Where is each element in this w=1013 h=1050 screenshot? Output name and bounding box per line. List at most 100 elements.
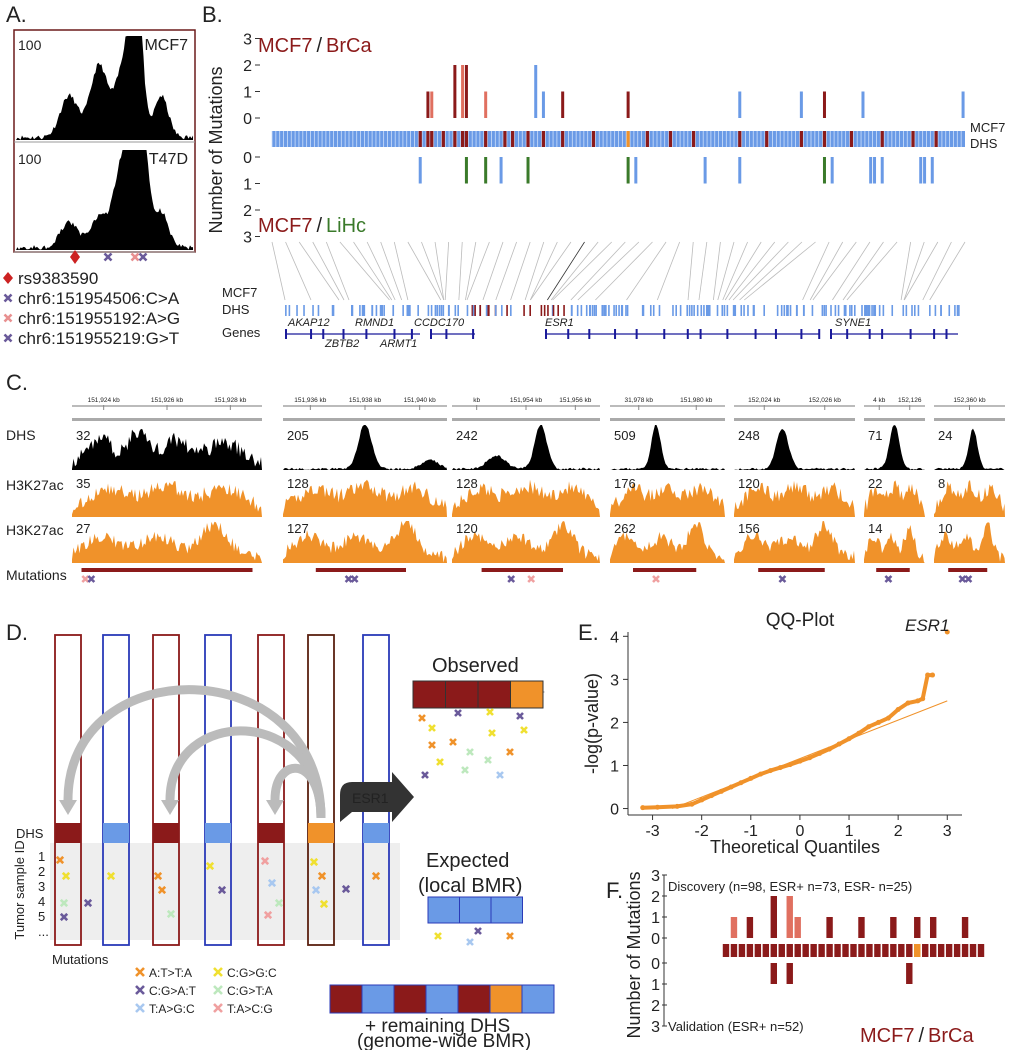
obs-box xyxy=(510,680,544,709)
exon xyxy=(868,329,871,339)
ruler-bar xyxy=(864,418,925,421)
track-name: MCF7 xyxy=(144,37,188,54)
dhs-tick xyxy=(601,305,604,316)
dhs-tick xyxy=(821,305,824,316)
gene-name: ARMT1 xyxy=(379,338,417,350)
dhs-mutated xyxy=(738,131,742,147)
zoom-line xyxy=(466,241,490,301)
scale-label: 22 xyxy=(868,476,882,491)
zoom-line xyxy=(832,241,871,301)
dhs-tick xyxy=(379,305,382,316)
exon xyxy=(663,329,666,339)
ruler-bar xyxy=(72,418,262,421)
dhs-tick xyxy=(471,305,474,316)
mutation-cross xyxy=(884,575,893,583)
signal xyxy=(610,522,725,563)
dhs-tick xyxy=(488,305,490,316)
series-label: Validation (ESR+ n=52) xyxy=(668,1019,804,1034)
mutation-bar xyxy=(426,91,430,118)
dhs-box xyxy=(906,944,913,957)
mutation-bar xyxy=(880,157,884,184)
zoom-line xyxy=(465,241,477,301)
scale-label: 120 xyxy=(738,476,760,491)
dhs-tick xyxy=(776,305,779,316)
dhs-tick xyxy=(780,305,783,316)
dhs-tick xyxy=(795,305,798,316)
dhs-tick xyxy=(905,305,908,316)
dhs-mutated xyxy=(484,131,488,147)
dhs-tick xyxy=(285,305,287,316)
y-tick-label: 2 xyxy=(651,998,660,1015)
dhs-tick xyxy=(551,305,554,316)
mutation-bar xyxy=(826,917,833,938)
legend-text: chr6:151955219:G>T xyxy=(18,329,179,348)
dhs-box xyxy=(754,944,762,957)
dhs-tick xyxy=(585,305,588,316)
mutation-cross xyxy=(436,758,444,766)
ruler-label: 152,026 kb xyxy=(809,397,842,404)
dhs-tick xyxy=(591,305,594,316)
dhs-box xyxy=(929,944,937,957)
dhs-tick xyxy=(543,305,546,316)
dhs-mutated xyxy=(849,131,854,147)
title-sep: / xyxy=(316,35,322,57)
mutation-bar xyxy=(746,917,754,938)
dhs-mutated xyxy=(418,131,422,147)
ruler-label: 31,978 kb xyxy=(624,397,653,404)
dhs-tick xyxy=(361,305,364,316)
zoom-line xyxy=(380,241,403,301)
zoom-line xyxy=(809,241,844,301)
scale-label: 10 xyxy=(938,521,952,536)
y-tick-label: 4 xyxy=(610,629,619,646)
scale-label: 248 xyxy=(738,428,760,443)
mutation-cross xyxy=(205,861,215,871)
scale-label: 242 xyxy=(456,428,478,443)
mutation-bar xyxy=(430,91,434,118)
exon xyxy=(430,329,432,339)
dhs-tick xyxy=(529,305,532,316)
y-tick-label: 2 xyxy=(610,715,619,732)
dhs-tick xyxy=(454,305,457,316)
panel-label: C. xyxy=(6,370,28,395)
zoom-line xyxy=(722,241,748,301)
qq-point xyxy=(738,780,744,786)
dhs-mutated xyxy=(561,131,565,147)
legend-text: chr6:151954506:C>A xyxy=(18,289,180,308)
dhs-tick xyxy=(332,305,335,316)
mutation-cross xyxy=(496,771,504,779)
dhs-box xyxy=(922,944,929,957)
dhs-tick xyxy=(402,305,404,316)
zoom-line xyxy=(325,241,350,301)
mutation-bar xyxy=(464,157,468,184)
mutation-cross xyxy=(488,729,496,737)
mutation-cross xyxy=(527,575,536,583)
ruler xyxy=(734,405,855,407)
zoom-line xyxy=(744,241,816,301)
track-label: MCF7 xyxy=(222,285,257,300)
ruler-label: 152,360 kb xyxy=(953,397,986,404)
y-tick-label: 1 xyxy=(243,177,252,194)
sample-id: 2 xyxy=(38,864,45,879)
mutation-cross xyxy=(506,932,514,940)
dhs-mutated xyxy=(822,131,827,147)
dhs-tick xyxy=(844,305,847,316)
zoom-line xyxy=(421,241,445,301)
legend-text: C:G>G:C xyxy=(227,966,277,980)
qq-point xyxy=(718,788,724,794)
dhs-tick xyxy=(430,305,433,316)
obs-box xyxy=(477,680,511,709)
sample-id: 5 xyxy=(38,909,45,924)
x-tick-label: -2 xyxy=(695,823,709,840)
qq-point xyxy=(866,724,872,730)
signal xyxy=(864,425,925,470)
mutation-cross xyxy=(213,1003,223,1013)
dhs-tick xyxy=(625,305,627,316)
mutation-cross xyxy=(274,898,284,908)
mutation-cross xyxy=(135,1003,145,1013)
dhs-column xyxy=(152,634,180,946)
dhs-mutated xyxy=(441,131,445,147)
y-tick-label: 0 xyxy=(243,111,252,128)
section-title: Expected xyxy=(426,850,509,872)
signal xyxy=(934,428,1005,470)
mutation-bar xyxy=(929,917,937,938)
